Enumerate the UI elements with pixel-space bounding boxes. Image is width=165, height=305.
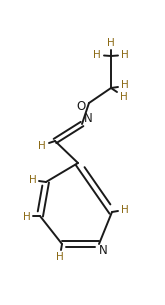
Text: H: H: [56, 252, 64, 262]
Text: H: H: [120, 92, 128, 102]
Text: H: H: [38, 141, 46, 151]
Text: H: H: [121, 50, 129, 60]
Text: H: H: [93, 50, 101, 60]
Text: N: N: [84, 113, 92, 125]
Text: O: O: [76, 99, 86, 113]
Text: H: H: [121, 205, 129, 215]
Text: H: H: [23, 212, 31, 222]
Text: H: H: [121, 80, 129, 90]
Text: H: H: [107, 38, 115, 48]
Text: H: H: [29, 175, 37, 185]
Text: N: N: [99, 245, 107, 257]
